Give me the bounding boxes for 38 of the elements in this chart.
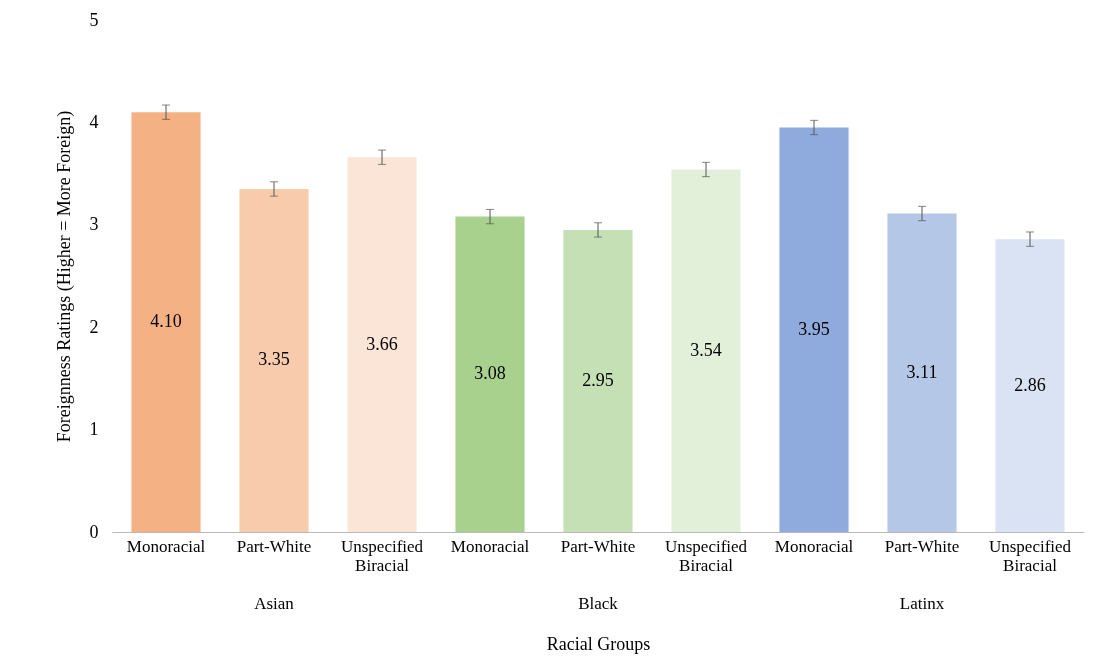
y-tick-label: 3 (89, 214, 99, 235)
text: Latinx (899, 594, 945, 613)
bar (563, 229, 633, 532)
text: Asian (254, 594, 295, 613)
bar (779, 127, 849, 532)
data-label: 3.66 (366, 333, 398, 354)
bar (131, 112, 201, 532)
bar (455, 216, 525, 532)
bar (995, 239, 1065, 532)
data-label: 3.08 (474, 363, 506, 384)
text: Black (578, 594, 619, 613)
x-tick-label: Part-White (560, 536, 636, 556)
x-tick-label: Monoracial (450, 536, 530, 556)
bar (239, 188, 309, 532)
x-tick-label: Monoracial (774, 536, 854, 556)
y-tick-label: 4 (89, 111, 99, 132)
y-tick-label: 1 (89, 419, 99, 440)
x-tick-label: Unspecified Biracial (340, 536, 424, 575)
data-label: 3.95 (798, 318, 830, 339)
y-tick-label: 2 (89, 316, 99, 337)
y-tick-label: 0 (89, 521, 99, 542)
x-tick-label: Monoracial (126, 536, 206, 556)
y-axis-title: Foreignness Ratings (Higher = More Foreign) (53, 110, 75, 443)
data-label: 2.95 (582, 369, 614, 390)
x-axis-title: Racial Groups (546, 633, 651, 654)
x-tick-label: Unspecified Biracial (664, 536, 748, 575)
x-tick-label: Unspecified Biracial (988, 536, 1072, 575)
data-label: 3.11 (906, 361, 938, 382)
bar (347, 157, 417, 532)
x-tick-label: Part-White (884, 536, 960, 556)
x-tick-label: Part-White (236, 536, 312, 556)
y-tick-label: 5 (89, 9, 99, 30)
bar (671, 169, 741, 532)
data-label: 4.10 (150, 311, 182, 332)
data-label: 2.86 (1014, 374, 1046, 395)
data-label: 3.35 (258, 349, 290, 370)
bar (887, 213, 957, 532)
data-label: 3.54 (690, 339, 722, 360)
